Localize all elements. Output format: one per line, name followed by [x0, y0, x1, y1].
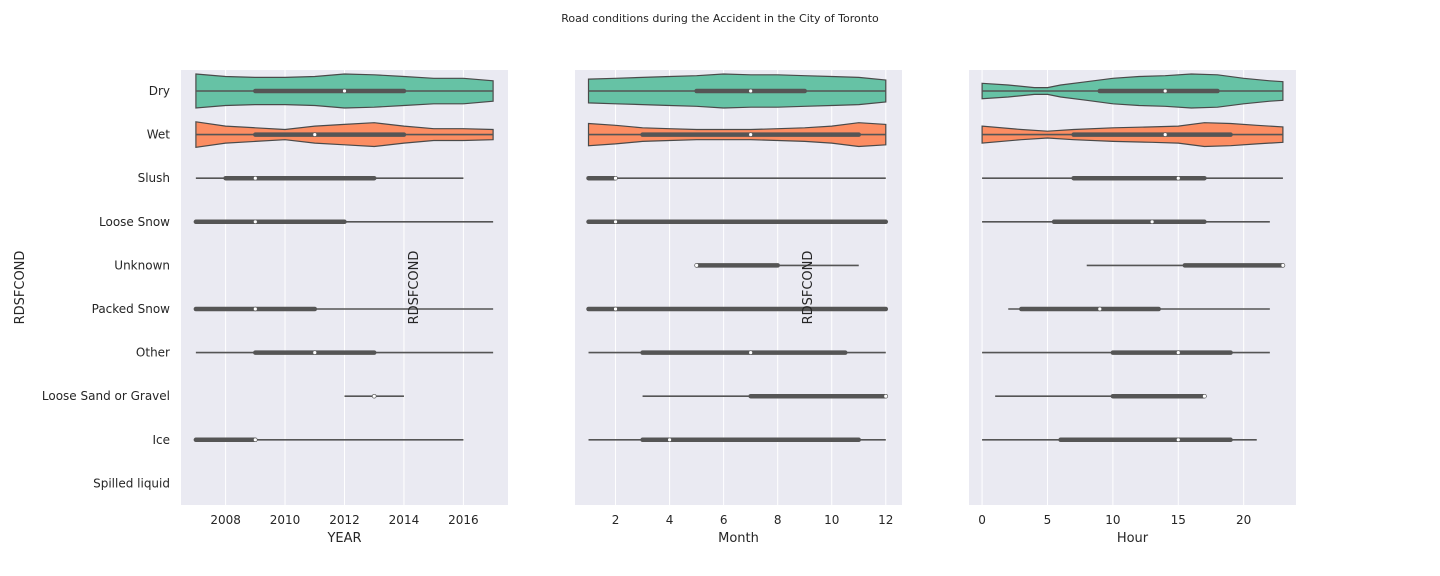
series-dry: [195, 73, 494, 109]
y-axis-label: RDSFCOND: [407, 251, 422, 325]
median-point: [253, 306, 258, 312]
x-tick-label: 2016: [448, 513, 479, 527]
median-point: [883, 394, 888, 399]
series-packed-snow: [193, 306, 494, 312]
median-point: [1162, 88, 1168, 94]
series-packed-snow: [1008, 306, 1270, 312]
median-point: [1097, 306, 1103, 312]
x-tick-label: 15: [1171, 513, 1186, 527]
series-slush: [982, 175, 1283, 181]
series-wet: [587, 122, 887, 148]
x-axis-label: Hour: [1117, 531, 1149, 546]
x-tick-label: 2014: [389, 513, 420, 527]
median-point: [694, 263, 699, 268]
series-other: [982, 350, 1270, 355]
y-tick-label: Wet: [147, 128, 171, 142]
median-point: [253, 219, 258, 225]
x-tick-label: 2008: [210, 513, 241, 527]
median-point: [253, 437, 258, 442]
series-other: [588, 350, 886, 355]
series-ice: [588, 437, 886, 443]
y-tick-label: Loose Snow: [99, 215, 170, 229]
x-tick-label: 0: [978, 513, 986, 527]
y-tick-label: Slush: [138, 171, 170, 185]
median-point: [1280, 263, 1286, 268]
series-loose-snow: [586, 219, 889, 225]
median-point: [1202, 394, 1207, 399]
median-point: [312, 350, 317, 355]
x-axis-label: Month: [718, 531, 759, 546]
median-point: [1149, 219, 1155, 225]
series-loose-snow: [193, 219, 494, 225]
series-unknown: [694, 263, 859, 268]
median-point: [253, 176, 258, 181]
median-point: [613, 219, 618, 225]
y-tick-label: Loose Sand or Gravel: [42, 389, 170, 403]
series-loose-sand-or-gravel: [995, 393, 1207, 399]
panel-hour: 0 5 10 15 20 Hour RDSFCOND: [801, 70, 1296, 546]
x-tick-label: 6: [720, 513, 728, 527]
chart-title: Road conditions during the Accident in t…: [561, 12, 879, 25]
series-dry: [981, 73, 1284, 109]
median-point: [748, 350, 753, 355]
y-tick-label: Other: [136, 346, 170, 360]
median-point: [1176, 176, 1181, 181]
series-loose-sand-or-gravel: [642, 393, 889, 399]
x-tick-label: 4: [666, 513, 674, 527]
x-tick-label: 8: [774, 513, 782, 527]
series-other: [195, 350, 494, 355]
median-point: [748, 132, 753, 137]
panel-month: 2 4 6 8 10 12 Month RDSFCOND: [407, 70, 902, 546]
series-ice: [982, 437, 1257, 443]
series-slush: [586, 175, 886, 181]
median-point: [312, 132, 317, 137]
median-point: [372, 394, 377, 399]
x-tick-label: 5: [1044, 513, 1052, 527]
panel-year: 2008 2010 2012 2014 2016 YEAR RDSFCOND Dry Wet Sl…: [13, 70, 508, 546]
y-tick-label: Ice: [152, 433, 170, 447]
median-point: [1176, 350, 1181, 355]
median-point: [667, 437, 672, 442]
x-tick-label: 2012: [329, 513, 360, 527]
series-ice: [193, 437, 464, 443]
y-tick-label: Unknown: [114, 258, 170, 272]
chart-panels: 2008 2010 2012 2014 2016YEARRDSFCONDDryWetSl…: [13, 70, 1296, 546]
series-packed-snow: [586, 306, 889, 312]
x-tick-label: 20: [1236, 513, 1251, 527]
series-wet: [981, 122, 1284, 148]
series-slush: [195, 175, 464, 181]
y-axis-label: RDSFCOND: [801, 251, 816, 325]
y-tick-label: Dry: [149, 84, 170, 98]
median-point: [1176, 437, 1181, 442]
x-tick-label: 12: [878, 513, 893, 527]
x-tick-label: 2: [612, 513, 620, 527]
y-tick-label: Spilled liquid: [93, 476, 170, 490]
series-loose-sand-or-gravel: [344, 393, 404, 399]
x-tick-label: 10: [1105, 513, 1120, 527]
median-point: [748, 88, 753, 94]
x-axis-label: YEAR: [326, 531, 361, 546]
median-point: [613, 176, 618, 181]
y-tick-label: Packed Snow: [92, 302, 171, 316]
x-tick-label: 2010: [270, 513, 301, 527]
series-wet: [195, 121, 494, 148]
median-point: [342, 88, 347, 94]
median-point: [1162, 132, 1168, 137]
median-point: [613, 306, 618, 312]
series-loose-snow: [982, 219, 1270, 225]
series-unknown: [1086, 263, 1286, 268]
y-axis-label: RDSFCOND: [13, 251, 28, 325]
x-tick-label: 10: [824, 513, 839, 527]
series-dry: [587, 73, 887, 109]
